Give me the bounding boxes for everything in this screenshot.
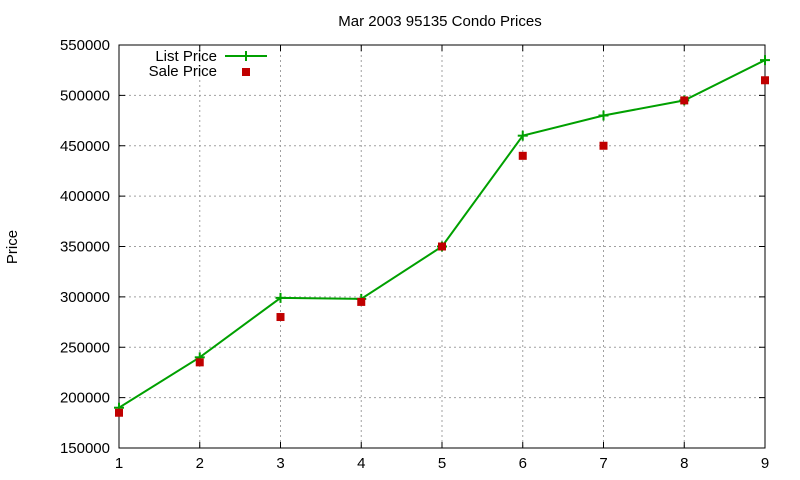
sale-price-point bbox=[518, 151, 527, 160]
y-tick-label: 450000 bbox=[60, 138, 110, 155]
sale-price-point bbox=[680, 96, 689, 105]
y-tick-label: 550000 bbox=[60, 37, 110, 54]
x-axis-ticks: 1 2 3 4 5 6 7 8 9 bbox=[115, 45, 769, 472]
y-tick-label: 400000 bbox=[60, 188, 110, 205]
list-price-legend-icon bbox=[225, 51, 267, 61]
x-tick-label: 5 bbox=[438, 455, 446, 472]
sale-price-point bbox=[276, 313, 285, 322]
plot-frame bbox=[118, 44, 766, 449]
x-tick-label: 2 bbox=[196, 455, 204, 472]
y-tick-label: 150000 bbox=[60, 440, 110, 457]
y-tick-label: 200000 bbox=[60, 390, 110, 407]
y-tick-label: 350000 bbox=[60, 239, 110, 256]
sale-price-point bbox=[599, 141, 608, 150]
x-tick-label: 4 bbox=[357, 455, 365, 472]
x-tick-label: 9 bbox=[761, 455, 769, 472]
sale-price-point bbox=[438, 242, 446, 251]
x-tick-label: 7 bbox=[599, 455, 607, 472]
y-axis-label: Price bbox=[4, 230, 21, 264]
y-tick-label: 500000 bbox=[60, 87, 110, 104]
y-tick-label: 300000 bbox=[60, 289, 110, 306]
x-tick-label: 1 bbox=[115, 455, 123, 472]
y-axis-ticks: 150000 200000 250000 300000 350000 400000 4500… bbox=[60, 37, 765, 457]
legend-label-list-price: List Price bbox=[155, 48, 217, 65]
y-tick-label: 250000 bbox=[60, 339, 110, 356]
legend: List Price Sale Price bbox=[149, 48, 267, 80]
x-tick-label: 6 bbox=[519, 455, 527, 472]
sale-price-point bbox=[195, 358, 204, 367]
chart-title: Mar 2003 95135 Condo Prices bbox=[338, 13, 541, 30]
sale-price-series bbox=[115, 76, 769, 417]
sale-price-point bbox=[761, 76, 769, 85]
list-price-series bbox=[114, 55, 770, 413]
sale-price-legend-icon bbox=[242, 68, 250, 76]
x-tick-label: 8 bbox=[680, 455, 688, 472]
sale-price-point bbox=[357, 297, 366, 306]
legend-label-sale-price: Sale Price bbox=[149, 63, 217, 80]
sale-price-point bbox=[115, 408, 123, 417]
x-tick-label: 3 bbox=[276, 455, 284, 472]
